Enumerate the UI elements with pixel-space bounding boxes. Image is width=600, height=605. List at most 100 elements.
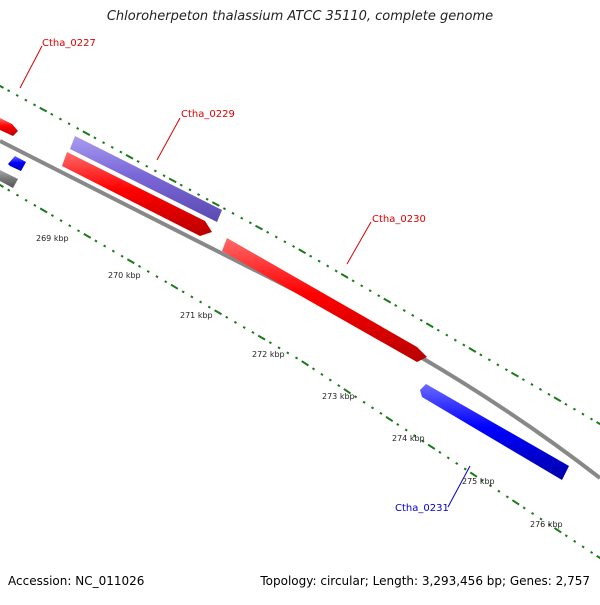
outer-track-minor-tick [437, 330, 439, 331]
inner-track-minor-tick [112, 251, 114, 252]
gene-ctha-0230-feature[interactable] [222, 238, 427, 362]
outer-track-minor-tick [68, 123, 70, 124]
inner-track-minor-tick [252, 332, 254, 333]
outer-track-minor-tick [154, 170, 156, 171]
inner-track-minor-tick [439, 452, 441, 453]
inner-track-minor-tick [464, 468, 466, 469]
outer-track-minor-tick [505, 369, 507, 370]
gene-label-ctha-0230[interactable]: Ctha_0230 [372, 214, 426, 225]
inner-track-minor-tick [60, 220, 62, 221]
outer-track-minor-tick [189, 189, 191, 190]
inner-track-minor-tick [321, 374, 323, 375]
inner-track-minor-tick [139, 266, 141, 267]
inner-track-minor-tick [8, 190, 10, 191]
inner-tick-track [0, 183, 600, 560]
kbp-label-275: 275 kbp [462, 477, 495, 486]
outer-track-minor-tick [163, 175, 165, 176]
inner-track-minor-tick [565, 535, 567, 536]
gene-label-ctha-0231[interactable]: Ctha_0231 [395, 503, 449, 514]
inner-track-minor-tick [121, 256, 123, 257]
kbp-label-269: 269 kbp [36, 234, 69, 243]
accession-text: Accession: NC_011026 [8, 574, 144, 588]
outer-track-minor-tick [16, 95, 18, 96]
inner-track-minor-tick [278, 347, 280, 348]
kbp-label-276: 276 kbp [530, 520, 563, 529]
outer-track-minor-tick [463, 344, 465, 345]
outer-track-minor-tick [77, 128, 79, 129]
outer-track-minor-tick [318, 261, 320, 262]
outer-track-minor-tick [403, 310, 405, 311]
outer-track-minor-tick [539, 389, 541, 390]
outer-track-major-tick [256, 226, 263, 230]
outer-track-minor-tick [327, 265, 329, 266]
outer-track-major-tick [384, 299, 391, 303]
gene-reverse-small-feature[interactable] [8, 156, 26, 171]
outer-track-minor-tick [51, 114, 53, 115]
outer-track-minor-tick [310, 256, 312, 257]
kbp-label-274: 274 kbp [392, 434, 425, 443]
outer-track-minor-tick [275, 236, 277, 237]
topology-text: Topology: circular; Length: 3,293,456 bp… [260, 574, 590, 588]
ctha-0231-leader [448, 466, 470, 507]
inner-track-major-tick [215, 310, 222, 314]
outer-track-minor-tick [361, 285, 363, 286]
inner-track-minor-tick [405, 429, 407, 430]
inner-track-major-tick [0, 183, 4, 187]
inner-track-minor-tick [523, 507, 525, 508]
outer-track-major-tick [40, 108, 47, 112]
inner-track-major-tick [258, 336, 265, 340]
outer-track-minor-tick [284, 241, 286, 242]
outer-track-minor-tick [454, 340, 456, 341]
outer-track-minor-tick [25, 100, 27, 101]
gene-label-ctha-0229[interactable]: Ctha_0229 [181, 109, 235, 120]
outer-track-minor-tick [412, 315, 414, 316]
inner-track-minor-tick [532, 513, 534, 514]
outer-track-minor-tick [420, 320, 422, 321]
inner-track-minor-tick [78, 230, 80, 231]
gene-other-feature[interactable] [0, 170, 18, 188]
outer-track-minor-tick [352, 280, 354, 281]
outer-track-major-tick [554, 397, 561, 401]
outer-track-minor-tick [378, 295, 380, 296]
inner-track-minor-tick [363, 402, 365, 403]
outer-track-minor-tick [335, 270, 337, 271]
outer-track-minor-tick [94, 137, 96, 138]
inner-track-minor-tick [165, 281, 167, 282]
outer-track-minor-tick [369, 290, 371, 291]
outer-track-minor-tick [241, 218, 243, 219]
outer-track-major-tick [341, 274, 348, 278]
outer-track-minor-tick [488, 359, 490, 360]
kbp-label-272: 272 kbp [252, 350, 285, 359]
inner-track-minor-tick [269, 342, 271, 343]
outer-track-major-tick [299, 249, 306, 253]
outer-track-minor-tick [232, 213, 234, 214]
inner-track-minor-tick [447, 457, 449, 458]
outer-track-major-tick [511, 373, 518, 377]
outer-track-minor-tick [565, 404, 567, 405]
gene-ctha-0227-feature[interactable] [0, 118, 18, 136]
gene-ctha-0231-feature[interactable] [420, 384, 569, 480]
outer-track-major-tick [83, 131, 90, 135]
inner-track-minor-tick [338, 385, 340, 386]
gene-label-ctha-0227[interactable]: Ctha_0227 [42, 38, 96, 49]
outer-track-minor-tick [206, 199, 208, 200]
inner-track-minor-tick [25, 200, 27, 201]
inner-track-minor-tick [372, 407, 374, 408]
outer-track-major-tick [126, 155, 133, 159]
outer-tick-track [0, 84, 600, 426]
inner-track-minor-tick [226, 317, 228, 318]
inner-track-minor-tick [574, 541, 576, 542]
kbp-label-271: 271 kbp [180, 311, 213, 320]
outer-track-major-tick [169, 179, 176, 183]
inner-track-minor-tick [591, 552, 593, 553]
outer-track-minor-tick [146, 166, 148, 167]
outer-track-minor-tick [548, 394, 550, 395]
inner-track-minor-tick [355, 396, 357, 397]
inner-track-minor-tick [380, 413, 382, 414]
outer-track-minor-tick [59, 119, 61, 120]
inner-track-major-tick [84, 234, 91, 238]
outer-track-minor-tick [120, 152, 122, 153]
inner-track-major-tick [428, 445, 435, 449]
